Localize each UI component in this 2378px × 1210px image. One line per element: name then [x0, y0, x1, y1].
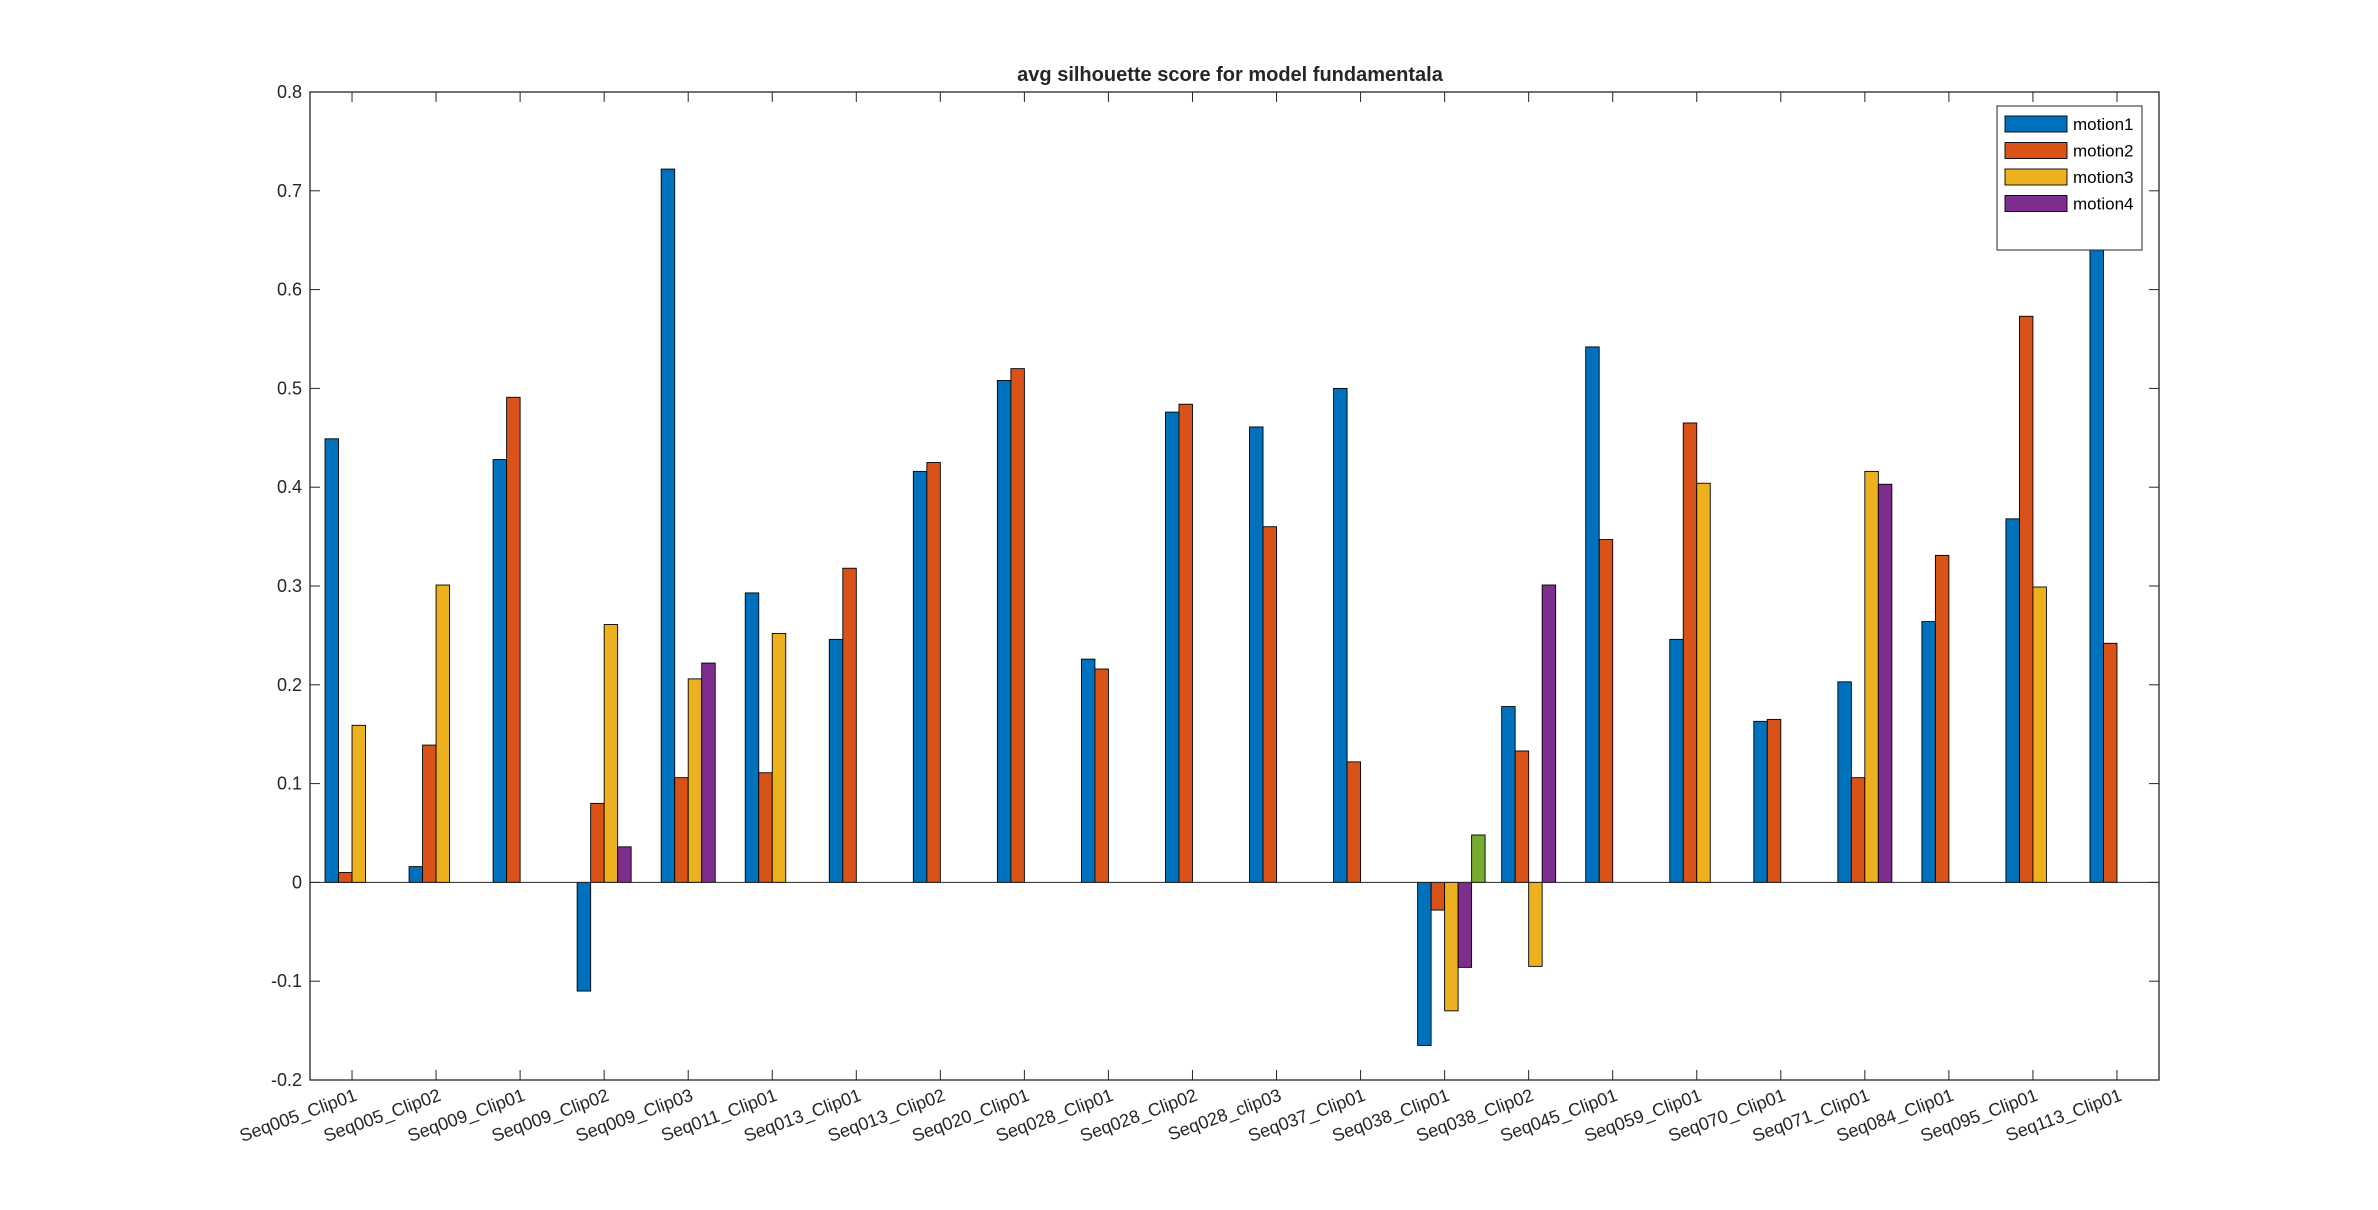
bar-motion1-Seq005_Clip02	[408, 866, 424, 883]
bar-motion1-Seq009_Clip01	[492, 459, 508, 883]
bar-motion2-Seq009_Clip01	[506, 396, 521, 883]
bar-motion3-Seq038_Clip01	[1444, 881, 1459, 1012]
legend-swatch-motion4	[2004, 195, 2068, 212]
plot-area	[310, 92, 2159, 1080]
y-tick-label: 0.7	[277, 181, 302, 201]
bar-motion2-Seq005_Clip01	[338, 872, 353, 883]
bar-motion3-Seq059_Clip01	[1696, 482, 1711, 883]
bar-motion2-Seq045_Clip01	[1598, 539, 1614, 883]
legend: motion1 motion2 motion3 motion4	[1996, 105, 2143, 251]
y-tick-label: 0.5	[277, 378, 302, 398]
bar-motion2-Seq028_Clip02	[1178, 403, 1193, 883]
bar-motion2-Seq113_Clip01	[2103, 642, 2118, 883]
bar-motion1-Seq037_Clip01	[1333, 387, 1348, 883]
bar-motion2-Seq037_Clip01	[1346, 761, 1362, 883]
bar-motion2-Seq038_Clip01	[1430, 881, 1446, 911]
legend-swatch-motion2	[2004, 142, 2068, 159]
bar-motion2-Seq084_Clip01	[1934, 554, 1950, 883]
bar-motion1-Seq071_Clip01	[1837, 681, 1852, 883]
legend-swatch-motion1	[2004, 115, 2068, 133]
bar-motion1-Seq059_Clip01	[1669, 638, 1684, 883]
bar-motion1-Seq084_Clip01	[1921, 621, 1936, 883]
bar-motion4-Seq009_Clip02	[617, 846, 632, 883]
y-tick-label: 0.4	[277, 477, 302, 497]
bar-motion1-Seq009_Clip02	[576, 881, 592, 992]
y-tick-label: -0.2	[271, 1070, 302, 1090]
bar-motion3-Seq095_Clip01	[2032, 586, 2047, 883]
bar-motion1-Seq013_Clip02	[912, 470, 928, 883]
bar-motion4-Seq038_Clip02	[1541, 584, 1557, 883]
bar-motion2-Seq009_Clip03	[674, 777, 689, 883]
bar-motion4-Seq038_Clip01	[1457, 881, 1473, 968]
bar-motion3-Seq005_Clip01	[351, 724, 366, 883]
bar-motion2-Seq095_Clip01	[2018, 315, 2034, 883]
bar-motion2-Seq028_Clip01	[1094, 668, 1109, 883]
bar-motion1-Seq020_Clip01	[996, 380, 1012, 883]
bar-motion3-Seq071_Clip01	[1864, 470, 1879, 883]
chart-title: avg silhouette score for model fundament…	[1017, 64, 1444, 86]
y-tick-label: 0.1	[277, 774, 302, 794]
legend-label-motion4: motion4	[2073, 195, 2133, 214]
bar-motion3-Seq011_Clip01	[771, 632, 787, 883]
bar-motion1-Seq095_Clip01	[2005, 518, 2020, 883]
bar-motion1-Seq028_Clip02	[1165, 411, 1180, 883]
legend-label-motion1: motion1	[2073, 115, 2133, 134]
bars-group	[324, 168, 2118, 1046]
bar-motion2-Seq005_Clip02	[422, 744, 437, 883]
plot-frame	[309, 91, 2160, 1081]
bar-motion3-Seq009_Clip02	[603, 624, 619, 883]
bar-motion1-Seq045_Clip01	[1585, 346, 1600, 883]
bar-motion1-Seq013_Clip01	[828, 638, 844, 883]
legend-label-motion2: motion2	[2073, 142, 2133, 161]
bar-motion2-Seq011_Clip01	[758, 772, 773, 883]
y-tick-label: 0.3	[277, 576, 302, 596]
bar-motion4-Seq071_Clip01	[1877, 483, 1893, 883]
bar-motion1-Seq038_Clip01	[1417, 881, 1432, 1046]
bar-motion1-Seq028_Clip01	[1080, 658, 1096, 883]
y-tick-label: 0	[292, 872, 302, 892]
bar-motion1-Seq038_Clip02	[1501, 706, 1516, 883]
bar-motion2-Seq020_Clip01	[1010, 368, 1025, 883]
bar-motion2-Seq038_Clip02	[1514, 750, 1530, 883]
bar-motion1-Seq028_clip03	[1249, 426, 1264, 883]
bar-motion2-Seq013_Clip01	[842, 567, 857, 883]
bar-motion2-Seq013_Clip02	[926, 462, 941, 883]
bar-motion3-Seq038_Clip02	[1528, 881, 1543, 967]
bar-motion3-Seq009_Clip03	[687, 678, 703, 883]
bar-motion1-Seq113_Clip01	[2089, 239, 2104, 883]
y-tick-label: 0.6	[277, 280, 302, 300]
y-tick-label: -0.1	[271, 971, 302, 991]
bar-motion2-Seq028_clip03	[1262, 526, 1277, 883]
bar-motion1-Seq070_Clip01	[1753, 720, 1768, 883]
bar-motion1-Seq009_Clip03	[660, 168, 676, 883]
bar-motion1-Seq005_Clip01	[324, 438, 339, 883]
bar-motion3-Seq005_Clip02	[435, 584, 451, 883]
legend-label-motion3: motion3	[2073, 168, 2133, 187]
bar-motion2-Seq059_Clip01	[1682, 422, 1698, 883]
bar-motion2-Seq071_Clip01	[1850, 777, 1866, 883]
y-tick-label: 0.8	[277, 82, 302, 102]
bar-motion2-Seq070_Clip01	[1766, 718, 1782, 883]
bar-motion4-Seq009_Clip03	[701, 662, 716, 883]
bar-series5-Seq038_Clip01	[1471, 834, 1486, 883]
y-tick-label: 0.2	[277, 675, 302, 695]
legend-swatch-motion3	[2004, 168, 2068, 186]
bar-motion2-Seq009_Clip02	[590, 802, 605, 883]
bar-motion1-Seq011_Clip01	[744, 592, 760, 883]
